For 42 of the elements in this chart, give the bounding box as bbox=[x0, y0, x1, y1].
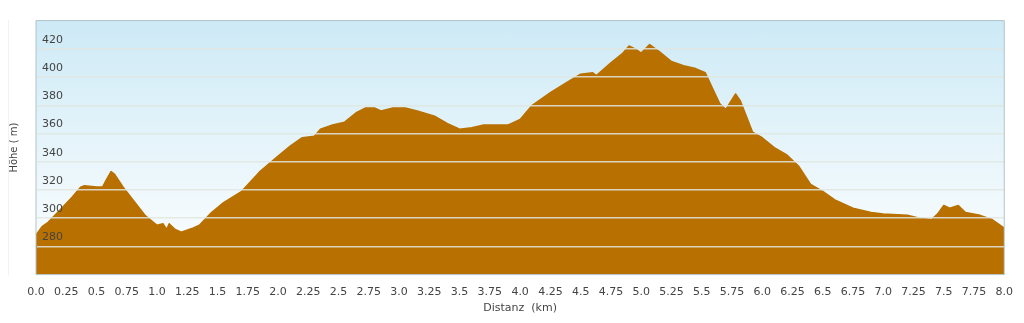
x-tick-label: 5.25 bbox=[659, 285, 684, 299]
x-tick-label: 6.0 bbox=[753, 285, 771, 299]
x-tick-label: 6.75 bbox=[840, 285, 866, 299]
x-tick-label: 5.75 bbox=[719, 285, 745, 299]
x-tick-label: 1.75 bbox=[235, 285, 261, 299]
x-tick-label: 7.0 bbox=[874, 285, 892, 299]
x-tick-label: 8.0 bbox=[995, 285, 1013, 299]
x-tick-label: 5.0 bbox=[632, 285, 650, 299]
y-tick-label: 320 bbox=[42, 173, 63, 187]
x-tick-label: 4.25 bbox=[538, 285, 563, 299]
x-tick-label: 7.25 bbox=[901, 285, 926, 299]
x-tick-label: 0.5 bbox=[87, 285, 106, 299]
x-tick-label: 2.0 bbox=[269, 285, 287, 299]
y-tick-label: 280 bbox=[42, 230, 63, 244]
x-tick-label: 4.75 bbox=[598, 285, 624, 299]
x-tick-label: 6.5 bbox=[813, 285, 832, 299]
y-tick-label: 400 bbox=[42, 60, 63, 74]
y-tick-label: 380 bbox=[42, 89, 63, 103]
y-tick-label: 340 bbox=[42, 145, 63, 159]
x-tick-label: 7.75 bbox=[961, 285, 987, 299]
x-tick-label: 2.75 bbox=[356, 285, 382, 299]
x-tick-label: 3.5 bbox=[450, 285, 469, 299]
x-tick-label: 5.5 bbox=[692, 285, 711, 299]
x-tick-label: 4.0 bbox=[511, 285, 529, 299]
y-tick-label: 420 bbox=[42, 32, 63, 46]
x-axis-title: Distanz (km) bbox=[483, 301, 557, 315]
x-tick-label: 2.25 bbox=[296, 285, 321, 299]
x-tick-label: 1.25 bbox=[175, 285, 200, 299]
x-tick-label: 0.0 bbox=[27, 285, 45, 299]
y-tick-label: 360 bbox=[42, 117, 63, 131]
x-tick-label: 7.5 bbox=[934, 285, 953, 299]
x-tick-label: 3.25 bbox=[417, 285, 442, 299]
x-tick-label: 3.0 bbox=[390, 285, 408, 299]
x-tick-label: 0.75 bbox=[114, 285, 140, 299]
x-tick-label: 3.75 bbox=[477, 285, 503, 299]
x-tick-label: 4.5 bbox=[571, 285, 590, 299]
x-tick-label: 1.0 bbox=[148, 285, 166, 299]
x-tick-label: 2.5 bbox=[329, 285, 348, 299]
y-axis-title: Höhe ( m) bbox=[7, 122, 19, 173]
x-tick-label: 6.25 bbox=[780, 285, 805, 299]
x-tick-label: 1.5 bbox=[208, 285, 227, 299]
x-tick-label: 0.25 bbox=[54, 285, 79, 299]
